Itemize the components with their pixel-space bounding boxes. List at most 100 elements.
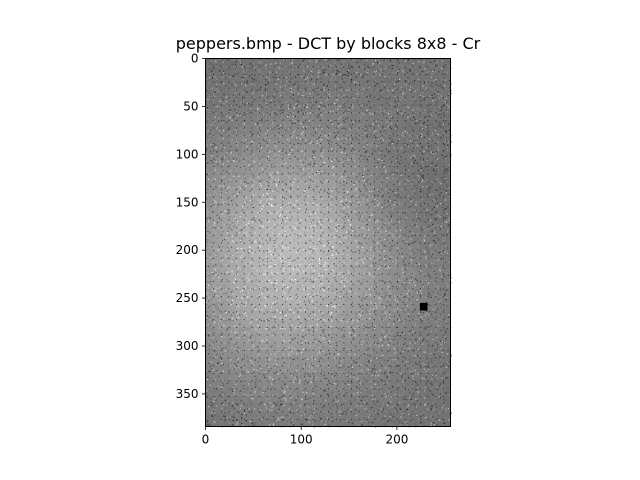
dct-block-edge [389,196,391,198]
dct-coefficient [386,217,388,219]
dct-coefficient [244,75,246,77]
dct-block [243,89,252,97]
dct-block-edge [213,112,215,114]
dct-coefficient [271,69,273,71]
dct-block [228,142,237,151]
dct-block [312,150,321,159]
dct-coefficient [308,177,310,179]
dct-coefficient [294,86,296,88]
dct-coefficient [270,204,272,206]
dct-coefficient [308,120,310,122]
dct-coefficient [232,158,235,160]
dct-coefficient [422,185,424,188]
dct-block-edge [381,135,383,137]
dct-block [404,219,413,228]
dct-block-edge [404,211,406,213]
dct-coefficient [419,108,421,110]
dct-coefficient [420,136,423,138]
dct-coefficient [274,154,277,156]
dct-block-edge [328,119,329,121]
dct-coefficient [367,179,369,181]
dct-coefficient [375,136,377,139]
dct-coefficient [389,107,391,109]
dct-coefficient [443,176,445,178]
dct-coefficient [363,146,366,148]
dct-coefficient [435,210,438,213]
dct-coefficient [348,67,351,69]
dct-block [381,81,390,90]
dct-coefficient [400,147,402,149]
dct-coefficient [415,192,417,194]
dct-coefficient [387,222,390,224]
dct-coefficient [349,151,351,153]
dct-block-edge [289,219,291,221]
dct-coefficient [408,169,410,171]
dct-coefficient [222,176,224,179]
dct-coefficient [254,183,256,185]
dct-coefficient [332,166,334,168]
dct-coefficient [431,140,434,142]
dct-coefficient [224,154,227,156]
dct-coefficient [440,85,443,87]
dct-block [404,127,413,136]
dct-block-edge [373,112,375,114]
dct-block [419,188,428,197]
dct-block [274,112,283,120]
dct-coefficient [279,69,281,71]
dct-coefficient [207,212,209,214]
dct-block-edge [404,142,406,144]
dct-block-edge [412,181,414,183]
dct-coefficient [407,195,409,197]
dct-coefficient [218,204,220,206]
dct-coefficient [428,225,430,227]
dct-block [435,181,443,189]
dct-block-edge [419,196,421,198]
dct-coefficient [445,109,447,111]
dct-block-edge [373,73,375,75]
dct-coefficient [306,77,309,79]
dct-block-edge [259,227,261,229]
dct-coefficient [333,190,335,192]
dct-block [343,173,352,182]
dct-coefficient [367,169,369,172]
dct-block-edge [435,196,437,198]
dct-coefficient [212,113,214,115]
dct-coefficient [366,82,369,84]
dct-coefficient [372,123,374,125]
dct-coefficient [330,220,332,223]
dct-coefficient [318,170,320,172]
dct-coefficient [250,131,252,133]
dct-block-edge [335,104,337,106]
dct-block-edge [404,73,406,75]
dct-coefficient [318,108,320,110]
dct-coefficient [224,109,226,111]
dct-block [389,81,398,90]
dct-coefficient [219,100,221,102]
dct-coefficient [426,209,428,211]
dct-coefficient [307,103,309,105]
dct-coefficient [260,200,262,202]
dct-coefficient [208,69,210,71]
dct-coefficient [448,219,450,221]
dct-coefficient [388,127,390,130]
dct-coefficient [436,206,438,208]
dct-block-edge [274,196,276,198]
dct-coefficient [422,85,424,87]
dct-block [404,89,413,97]
dct-block-edge [389,173,391,175]
dct-block-edge [297,150,299,152]
dct-coefficient [206,137,209,139]
dct-block [243,165,252,174]
dct-coefficient [329,59,331,61]
dct-coefficient [264,156,266,158]
dct-block-edge [312,181,314,183]
dct-coefficient [275,71,277,73]
dct-coefficient [405,167,407,169]
dct-coefficient [261,156,263,158]
dct-coefficient [246,73,248,75]
dct-coefficient [222,76,224,78]
dct-coefficient [214,169,217,171]
dct-coefficient [232,204,234,206]
dct-coefficient [299,121,301,123]
dct-block [427,150,436,159]
